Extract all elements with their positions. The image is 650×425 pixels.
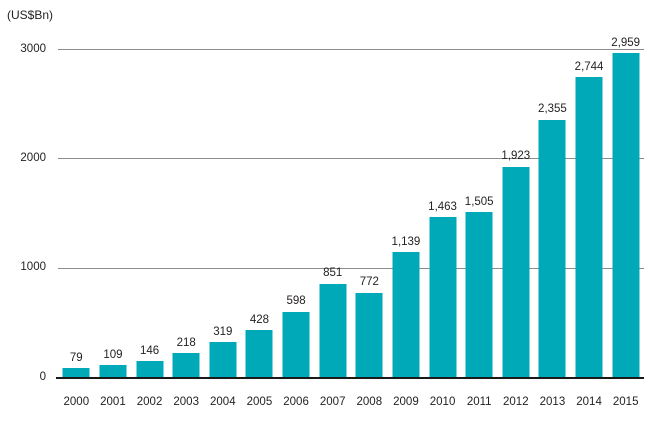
bar bbox=[136, 361, 164, 377]
bar bbox=[538, 119, 566, 377]
bar bbox=[245, 330, 273, 377]
bar-value-label: 109 bbox=[103, 348, 123, 361]
bar-column: 1,139 2009 bbox=[388, 49, 425, 408]
x-axis-label: 2010 bbox=[429, 396, 456, 408]
y-axis-units-label: (US$Bn) bbox=[7, 8, 54, 22]
x-axis-label: 2014 bbox=[576, 396, 602, 408]
gridline bbox=[58, 158, 644, 160]
bar-column: 598 2006 bbox=[278, 49, 315, 408]
x-axis-label: 2008 bbox=[356, 396, 383, 408]
bar-value-label: 2,959 bbox=[611, 36, 641, 49]
bar-value-label: 79 bbox=[69, 351, 83, 364]
y-tick-label: 3000 bbox=[20, 42, 46, 55]
x-axis-label: 2002 bbox=[136, 396, 163, 408]
bar-value-label: 1,923 bbox=[501, 150, 531, 163]
bar-value-label: 772 bbox=[359, 276, 379, 289]
bar bbox=[282, 311, 310, 377]
bar bbox=[355, 292, 383, 377]
bar bbox=[319, 283, 347, 377]
x-axis-label: 2015 bbox=[612, 396, 639, 408]
bar-value-label: 1,139 bbox=[391, 235, 421, 248]
x-axis-label: 2000 bbox=[63, 396, 90, 408]
bar bbox=[99, 365, 127, 377]
x-axis-label: 2003 bbox=[173, 396, 199, 408]
bar-value-label: 851 bbox=[323, 267, 343, 280]
bar-column: 2,744 2014 bbox=[571, 49, 608, 408]
bar-column: 79 2000 bbox=[58, 49, 95, 408]
gridline bbox=[58, 49, 644, 50]
bar-column: 319 2004 bbox=[205, 49, 242, 408]
bar-value-label: 2,355 bbox=[538, 103, 567, 116]
bar-value-label: 1,463 bbox=[428, 200, 457, 213]
y-axis: 0 1000 2000 3000 bbox=[0, 43, 46, 382]
bar bbox=[502, 166, 530, 377]
bar-column: 428 2005 bbox=[241, 49, 278, 408]
bar-value-label: 319 bbox=[213, 325, 233, 338]
x-axis-label: 2005 bbox=[246, 396, 273, 408]
bar-value-label: 1,505 bbox=[464, 195, 494, 208]
bar-column: 772 2008 bbox=[351, 49, 388, 408]
gridline bbox=[58, 267, 644, 269]
x-axis-line bbox=[56, 377, 644, 379]
y-tick-label: 0 bbox=[39, 370, 46, 383]
x-axis-label: 2001 bbox=[100, 396, 126, 408]
x-axis-label: 2006 bbox=[283, 396, 309, 408]
bar-value-label: 146 bbox=[139, 344, 160, 357]
x-axis-label: 2012 bbox=[503, 396, 529, 408]
bar bbox=[62, 368, 90, 377]
bar bbox=[575, 77, 603, 377]
plot-area: 79 2000 109 2001 146 2002 218 2003 319 2004 428 200… bbox=[58, 37, 644, 408]
bar-column: 851 2007 bbox=[314, 49, 351, 408]
bar-column: 1,505 2011 bbox=[461, 49, 498, 408]
y-tick-label: 1000 bbox=[20, 260, 46, 273]
bar-column: 146 2002 bbox=[131, 49, 168, 408]
bar bbox=[209, 342, 237, 377]
bar-column: 218 2003 bbox=[168, 49, 205, 408]
bar bbox=[392, 252, 420, 377]
bar-value-label: 2,744 bbox=[574, 60, 604, 73]
x-axis-label: 2013 bbox=[539, 396, 566, 408]
bar-column: 2,959 2015 bbox=[607, 37, 644, 408]
x-axis-label: 2007 bbox=[319, 396, 346, 408]
bar-column: 2,355 2013 bbox=[534, 49, 571, 408]
bar-column: 1,923 2012 bbox=[498, 49, 535, 408]
y-tick-label: 2000 bbox=[20, 151, 46, 164]
bar bbox=[172, 353, 200, 377]
bar-value-label: 598 bbox=[286, 295, 306, 308]
bar-value-label: 218 bbox=[176, 336, 196, 349]
x-axis-label: 2009 bbox=[393, 396, 419, 408]
bar-columns: 79 2000 109 2001 146 2002 218 2003 319 2004 428 200… bbox=[58, 37, 644, 408]
bar-column: 109 2001 bbox=[95, 49, 132, 408]
x-axis-label: 2011 bbox=[466, 396, 492, 408]
bar bbox=[465, 212, 493, 377]
bar bbox=[612, 53, 640, 377]
bar-column: 1,463 2010 bbox=[424, 49, 461, 408]
bar bbox=[429, 217, 457, 377]
x-axis-label: 2004 bbox=[210, 396, 236, 408]
bar-value-label: 428 bbox=[249, 313, 270, 326]
